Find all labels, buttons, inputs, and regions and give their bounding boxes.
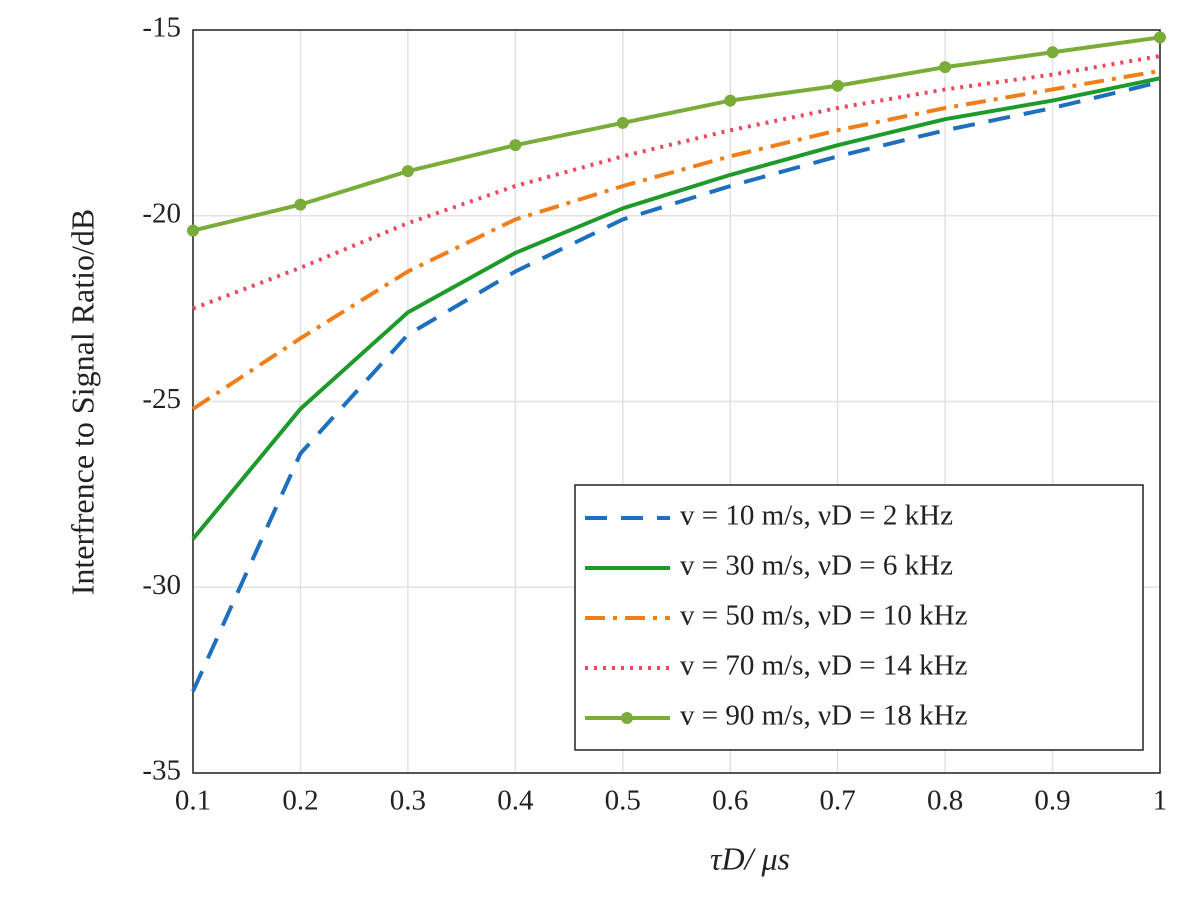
data-point <box>187 224 199 237</box>
x-tick-label: 0.9 <box>1034 785 1070 817</box>
x-tick-label: 0.8 <box>927 785 963 817</box>
series-line <box>191 80 1161 693</box>
y-axis-label: Interfrence to Signal Ratio/dB <box>64 209 100 596</box>
data-point <box>401 165 414 178</box>
plot-frame <box>192 29 1161 774</box>
data-point <box>509 139 522 152</box>
legend-label: v = 50 m/s, νD = 10 kHz <box>680 600 968 632</box>
series-line <box>191 68 1161 411</box>
y-tick-label: -15 <box>142 12 181 44</box>
data-point <box>724 94 737 107</box>
series-line <box>192 54 1161 311</box>
legend-label: v = 70 m/s, νD = 14 kHz <box>680 650 968 682</box>
x-tick-label: 0.2 <box>282 785 318 817</box>
x-axis-label: τD/ μs <box>710 840 790 876</box>
data-point <box>1154 31 1166 44</box>
legend-label: v = 10 m/s, νD = 2 kHz <box>680 500 953 532</box>
y-tick-label: -25 <box>142 383 181 415</box>
x-tick-label: 0.1 <box>175 785 211 817</box>
data-point <box>294 198 307 211</box>
x-tick-label: 0.7 <box>820 785 856 817</box>
x-tick-label: 0.6 <box>712 785 748 817</box>
series-line <box>191 76 1161 541</box>
data-point <box>616 116 629 129</box>
x-tick-label: 0.4 <box>497 785 534 817</box>
data-point <box>831 79 844 92</box>
x-tick-label: 1 <box>1153 785 1168 817</box>
series-line <box>192 35 1161 233</box>
y-tick-label: -20 <box>142 197 181 229</box>
data-point <box>939 61 952 74</box>
x-tick-label: 0.5 <box>605 785 641 817</box>
data-point <box>1046 46 1059 59</box>
y-tick-label: -30 <box>142 569 181 601</box>
y-tick-label: -35 <box>142 755 181 787</box>
legend-label: v = 90 m/s, νD = 18 kHz <box>680 700 968 732</box>
legend-marker <box>621 712 633 724</box>
legend-label: v = 30 m/s, νD = 6 kHz <box>680 550 953 582</box>
x-tick-label: 0.3 <box>390 785 426 817</box>
